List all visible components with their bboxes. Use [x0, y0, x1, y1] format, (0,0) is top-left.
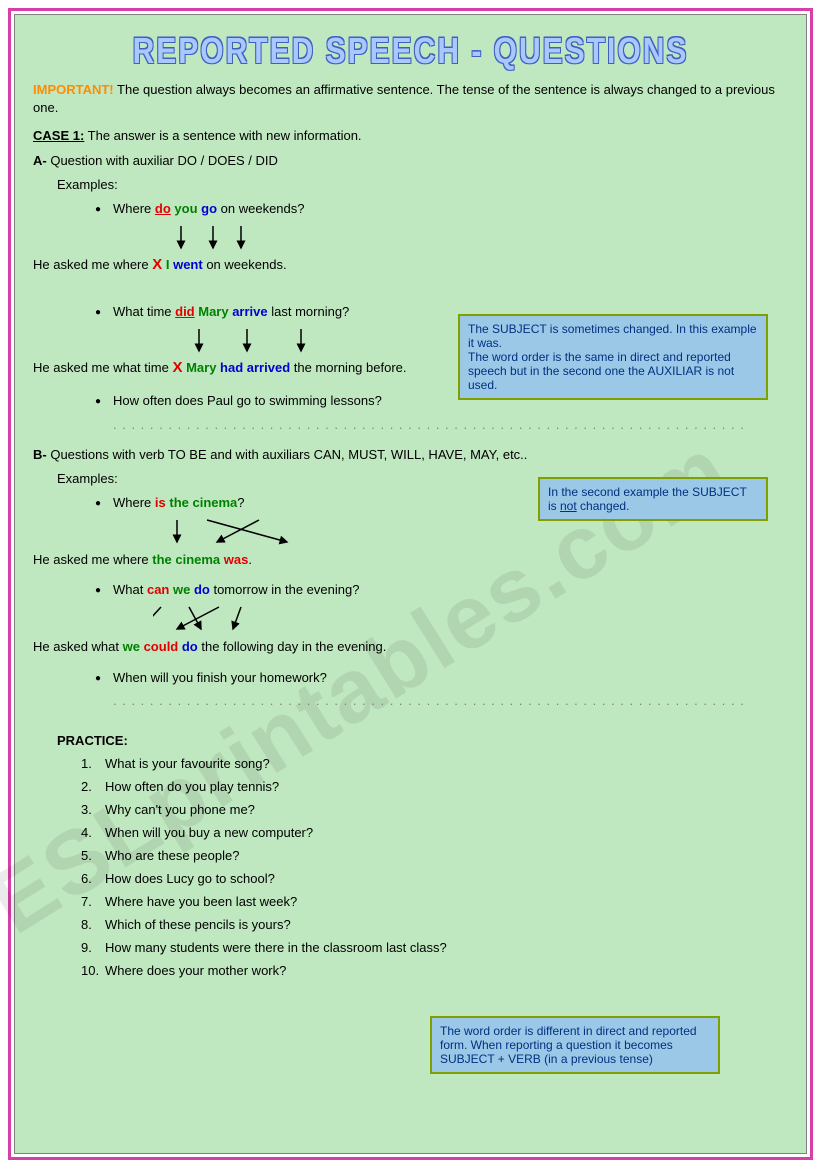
example-b3: When will you finish your homework?: [113, 669, 788, 687]
ex-a1-subj: you: [171, 201, 201, 216]
section-a-label: A-: [33, 153, 47, 168]
ans-a1-post: on weekends.: [203, 257, 287, 272]
important-label: IMPORTANT!: [33, 82, 114, 97]
section-a: A- Question with auxiliar DO / DOES / DI…: [33, 152, 788, 432]
practice-item: 9.How many students were there in the cl…: [81, 940, 788, 955]
ex-b1-subj: the cinema: [166, 495, 238, 510]
section-b-label: B-: [33, 447, 47, 462]
practice-q: Who are these people?: [105, 848, 239, 863]
ex-a1-pre: Where: [113, 201, 155, 216]
practice-label: PRACTICE:: [57, 732, 788, 750]
worksheet-page: ESLprintables.com REPORTED SPEECH - QUES…: [14, 14, 807, 1154]
practice-item: 4.When will you buy a new computer?: [81, 825, 788, 840]
examples-label-b: Examples:: [57, 470, 788, 488]
practice-item: 5.Who are these people?: [81, 848, 788, 863]
practice-item: 2.How often do you play tennis?: [81, 779, 788, 794]
practice-item: 10.Where does your mother work?: [81, 963, 788, 978]
ans-a2-pre: He asked me what time: [33, 360, 172, 375]
ans-b2-aux: could: [144, 639, 179, 654]
case1-line: CASE 1: The answer is a sentence with ne…: [33, 127, 788, 145]
answer-b1: He asked me where the cinema was.: [33, 551, 788, 569]
arrows-a2: [191, 327, 361, 357]
ex-a2-post: last morning?: [268, 304, 350, 319]
ex-b2-aux: can: [147, 582, 169, 597]
blank-line-b3[interactable]: . . . . . . . . . . . . . . . . . . . . …: [113, 693, 788, 708]
case1-text: The answer is a sentence with new inform…: [84, 128, 361, 143]
page-title: REPORTED SPEECH - QUESTIONS: [33, 32, 788, 73]
blank-line-a3[interactable]: . . . . . . . . . . . . . . . . . . . . …: [113, 417, 788, 432]
section-a-text: Question with auxiliar DO / DOES / DID: [47, 153, 278, 168]
ex-a1-aux: do: [155, 201, 171, 216]
important-text: The question always becomes an affirmati…: [33, 82, 775, 115]
ans-b1-pre: He asked me where: [33, 552, 152, 567]
practice-q: Which of these pencils is yours?: [105, 917, 291, 932]
ex-b2-verb: do: [194, 582, 210, 597]
ans-b1-verb: was: [224, 552, 249, 567]
ans-b2-post: the following day in the evening.: [198, 639, 387, 654]
practice-item: 1.What is your favourite song?: [81, 756, 788, 771]
ans-a2-x: X: [172, 359, 182, 376]
answer-a1: He asked me where X I went on weekends.: [33, 254, 788, 275]
ex-a2-aux: did: [175, 304, 195, 319]
section-b-heading: B- Questions with verb TO BE and with au…: [33, 446, 788, 464]
example-a3: How often does Paul go to swimming lesso…: [113, 392, 788, 410]
callout-1b: The word order is the same in direct and…: [468, 350, 758, 392]
ans-b2-verb: do: [178, 639, 198, 654]
section-b: B- Questions with verb TO BE and with au…: [33, 446, 788, 708]
example-a1: Where do you go on weekends?: [113, 200, 788, 218]
example-a2: What time did Mary arrive last morning?: [113, 303, 788, 321]
ex-a2-verb: arrive: [232, 304, 267, 319]
ex-b1-post: ?: [237, 495, 244, 510]
examples-label-a: Examples:: [57, 176, 788, 194]
ans-a1-subj: I: [162, 257, 173, 272]
practice-q: How does Lucy go to school?: [105, 871, 275, 886]
ex-a2-subj: Mary: [195, 304, 233, 319]
ans-a2-post: the morning before.: [290, 360, 406, 375]
ans-b1-subj: the cinema: [152, 552, 224, 567]
arrows-a1: [173, 224, 293, 254]
callout-1: The SUBJECT is sometimes changed. In thi…: [458, 314, 768, 400]
callout-3: The word order is different in direct an…: [430, 1016, 720, 1074]
section-a-heading: A- Question with auxiliar DO / DOES / DI…: [33, 152, 788, 170]
callout-1a: The SUBJECT is sometimes changed. In thi…: [468, 322, 758, 350]
practice-item: 6.How does Lucy go to school?: [81, 871, 788, 886]
ex-a1-verb: go: [201, 201, 217, 216]
ex-b1-aux: is: [155, 495, 166, 510]
ans-b2-subj: we: [123, 639, 144, 654]
practice-q: How often do you play tennis?: [105, 779, 279, 794]
practice-q: Where does your mother work?: [105, 963, 286, 978]
ex-b2-pre: What: [113, 582, 147, 597]
practice-item: 3.Why can't you phone me?: [81, 802, 788, 817]
ans-b1-post: .: [248, 552, 252, 567]
outer-frame: ESLprintables.com REPORTED SPEECH - QUES…: [8, 8, 813, 1160]
ex-b2-post: tomorrow in the evening?: [210, 582, 360, 597]
answer-b2: He asked what we could do the following …: [33, 638, 788, 656]
example-b1: Where is the cinema?: [113, 494, 788, 512]
practice-q: Where have you been last week?: [105, 894, 297, 909]
practice-q: What is your favourite song?: [105, 756, 270, 771]
ans-a2-verb: had arrived: [220, 360, 290, 375]
ex-a1-post: on weekends?: [217, 201, 304, 216]
arrows-b2: [153, 605, 353, 635]
ans-a1-x: X: [152, 256, 162, 273]
ex-b2-subj: we: [169, 582, 194, 597]
ex-a2-pre: What time: [113, 304, 175, 319]
ans-b2-pre: He asked what: [33, 639, 123, 654]
practice-q: Why can't you phone me?: [105, 802, 255, 817]
practice-list: 1.What is your favourite song? 2.How oft…: [81, 756, 788, 978]
arrows-b1: [169, 518, 399, 548]
practice-q: When will you buy a new computer?: [105, 825, 313, 840]
practice-item: 8.Which of these pencils is yours?: [81, 917, 788, 932]
important-line: IMPORTANT! The question always becomes a…: [33, 81, 788, 117]
case1-label: CASE 1:: [33, 128, 84, 143]
ans-a1-verb: went: [173, 257, 203, 272]
practice-q: How many students were there in the clas…: [105, 940, 447, 955]
practice-item: 7.Where have you been last week?: [81, 894, 788, 909]
ans-a2-subj: Mary: [182, 360, 220, 375]
practice-section: PRACTICE: 1.What is your favourite song?…: [33, 732, 788, 978]
ans-a1-pre: He asked me where: [33, 257, 152, 272]
section-b-text: Questions with verb TO BE and with auxil…: [47, 447, 528, 462]
example-b2: What can we do tomorrow in the evening?: [113, 581, 788, 599]
ex-b1-pre: Where: [113, 495, 155, 510]
